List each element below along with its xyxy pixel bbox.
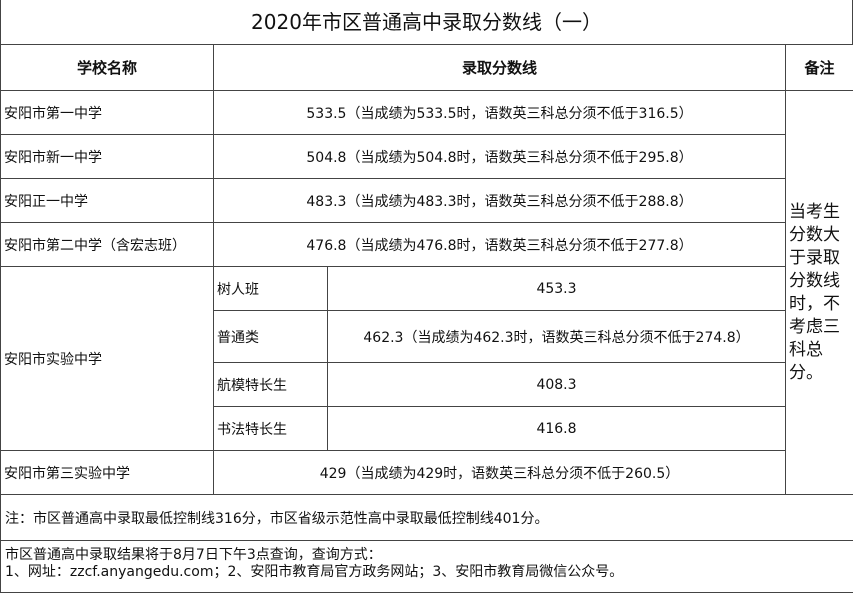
score-cell: 453.3 <box>328 267 786 311</box>
school-name: 安阳市新一中学 <box>1 135 214 179</box>
score-table: 学校名称 录取分数线 备注 安阳市第一中学 533.5（当成绩为533.5时，语… <box>0 44 853 593</box>
class-name: 树人班 <box>214 267 328 311</box>
remark-cell: 当考生分数大于录取分数线时，不考虑三科总分。 <box>786 91 853 495</box>
class-name: 航模特长生 <box>214 363 328 407</box>
score-cell: 533.5（当成绩为533.5时，语数英三科总分须不低于316.5） <box>214 91 786 135</box>
school-name: 安阳市实验中学 <box>1 267 214 451</box>
score-cell: 483.3（当成绩为483.3时，语数英三科总分须不低于288.8） <box>214 179 786 223</box>
score-cell: 416.8 <box>328 407 786 451</box>
header-school: 学校名称 <box>1 45 214 91</box>
score-cell: 504.8（当成绩为504.8时，语数英三科总分须不低于295.8） <box>214 135 786 179</box>
class-name: 书法特长生 <box>214 407 328 451</box>
school-name: 安阳市第二中学（含宏志班） <box>1 223 214 267</box>
score-cell: 408.3 <box>328 363 786 407</box>
footer-row: 市区普通高中录取结果将于8月7日下午3点查询，查询方式： 1、网址：zzcf.a… <box>1 541 853 593</box>
page-title: 2020年市区普通高中录取分数线（一） <box>0 0 853 44</box>
header-score: 录取分数线 <box>214 45 786 91</box>
school-name: 安阳市第一中学 <box>1 91 214 135</box>
class-name: 普通类 <box>214 311 328 363</box>
school-name: 安阳市第三实验中学 <box>1 451 214 495</box>
score-cell: 462.3（当成绩为462.3时，语数英三科总分须不低于274.8） <box>328 311 786 363</box>
school-name: 安阳正一中学 <box>1 179 214 223</box>
score-cell: 476.8（当成绩为476.8时，语数英三科总分须不低于277.8） <box>214 223 786 267</box>
footer-line-2: 1、网址：zzcf.anyangedu.com；2、安阳市教育局官方政务网站；3… <box>5 564 850 581</box>
footer-line-1: 市区普通高中录取结果将于8月7日下午3点查询，查询方式： <box>5 547 850 564</box>
note-row: 注：市区普通高中录取最低控制线316分，市区省级示范性高中录取最低控制线401分… <box>1 495 853 541</box>
score-cell: 429（当成绩为429时，语数英三科总分须不低于260.5） <box>214 451 786 495</box>
header-remark: 备注 <box>786 45 853 91</box>
